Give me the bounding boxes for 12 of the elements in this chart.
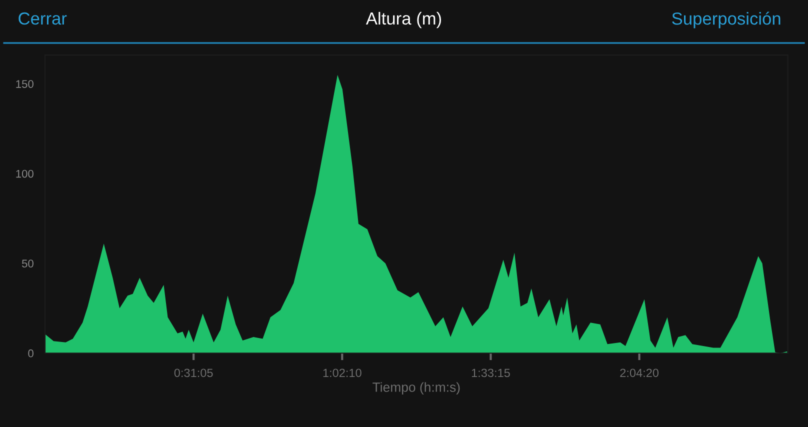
text: Cerrar [18,12,67,25]
x-tick-label: 1:02:10 [323,368,362,378]
x-tick-label: 1:33:15 [472,368,510,378]
x-tick-label: 2:04:20 [620,368,659,378]
y-tick-label: 50 [22,260,34,268]
text: Superposición [672,12,780,28]
y-tick-label: 100 [16,170,34,178]
y-tick-label: 0 [28,349,34,358]
y-tick-label: 150 [16,80,34,88]
x-axis-title: Tiempo (h:m:s) [372,382,460,394]
chart-title: Altura (m) [366,12,442,28]
x-tick-label: 0:31:05 [174,368,213,378]
